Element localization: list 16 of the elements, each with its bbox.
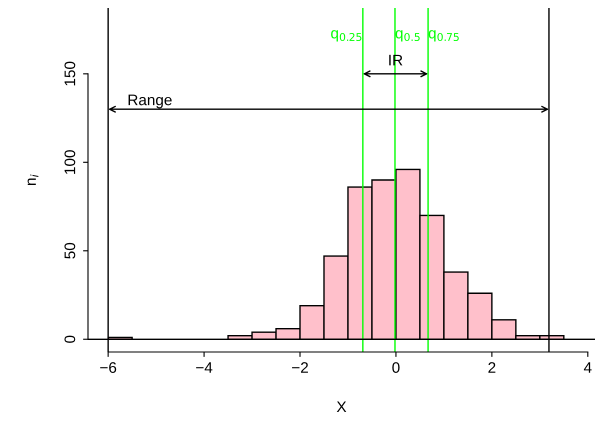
x-tick-label: 2	[488, 362, 496, 373]
x-tick-label: 4	[584, 362, 592, 373]
y-tick-label: 0	[64, 336, 76, 343]
x-tick-label: 0	[392, 362, 400, 373]
ref-line-label: q$_{0.5}$	[396, 30, 420, 42]
ref-line-label: q$_{0.25}$	[331, 30, 362, 42]
y-tick-label: 50	[64, 242, 76, 259]
ref-line-label: q$_{0.75}$	[428, 30, 459, 42]
x-axis-title: X	[336, 402, 346, 412]
y-tick-label: 150	[64, 62, 76, 86]
y-axis-title: n$_{i}$	[28, 174, 38, 186]
y-tick-label: 100	[64, 150, 76, 174]
x-tick-label: −2	[292, 362, 308, 373]
x-tick-label: −6	[100, 362, 116, 373]
x-tick-label: −4	[196, 362, 212, 373]
annotation: Range	[128, 94, 172, 108]
